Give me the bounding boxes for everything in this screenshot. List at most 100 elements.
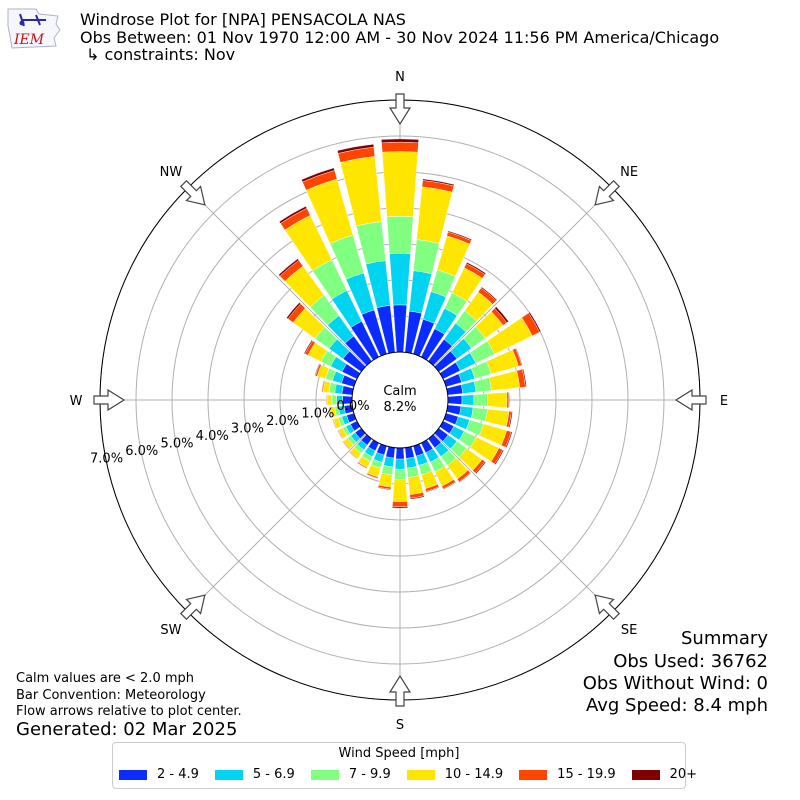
legend-label: 15 - 19.9: [557, 767, 616, 782]
bar-segment-130-5: [475, 461, 487, 475]
bar-segment-230-5: [342, 441, 350, 450]
calm-value: 8.2%: [383, 400, 416, 415]
grid-spoke: [187, 433, 367, 613]
arrow-nw: [179, 179, 206, 206]
arrow-se: [594, 594, 621, 621]
direction-label-n: N: [395, 70, 405, 85]
bar-segment-290-5: [314, 363, 320, 377]
bar-convention-note: Bar Convention: Meteorology: [16, 688, 206, 703]
bar-segment-180-5: [392, 506, 408, 509]
legend-item: 15 - 19.9: [519, 767, 616, 782]
legend-swatch: [214, 769, 243, 780]
generated-date: Generated: 02 Mar 2025: [16, 719, 238, 740]
bar-segment-90-3: [487, 392, 508, 408]
calm-label: Calm: [383, 384, 416, 399]
legend-label: 20+: [669, 767, 698, 782]
radial-tick-label: 2.0%: [266, 414, 299, 429]
summary-avg-speed: Avg Speed: 8.4 mph: [586, 695, 768, 716]
bar-segment-350-2: [356, 221, 386, 265]
legend-title: Wind Speed [mph]: [338, 746, 460, 761]
radial-tick-label: 6.0%: [125, 444, 158, 459]
legend-label: 10 - 14.9: [444, 767, 504, 782]
legend-swatch: [519, 769, 548, 780]
bar-segment-260-5: [328, 407, 331, 418]
bar-segment-340-5: [301, 167, 335, 183]
radial-tick-labels: 0.0%1.0%2.0%3.0%4.0%5.0%6.0%7.0%: [90, 399, 370, 466]
direction-label-se: SE: [621, 623, 637, 638]
bar-segment-10-5: [422, 178, 455, 187]
wind-bars: [278, 138, 542, 509]
bar-segment-40-5: [480, 286, 498, 301]
grid-spoke: [433, 187, 613, 367]
bar-segment-330-5: [278, 205, 308, 224]
direction-label-nw: NW: [160, 165, 183, 180]
legend-label: 5 - 6.9: [252, 767, 295, 782]
chart-constraints: ↳ constraints: Nov: [86, 45, 236, 64]
legend-item: 5 - 6.9: [214, 767, 295, 782]
bar-segment-310-5: [286, 302, 301, 320]
bar-segment-100-5: [508, 411, 513, 428]
bar-segment-150-5: [442, 481, 457, 490]
calm-circle: [351, 351, 449, 449]
flow-arrows-note: Flow arrows relative to plot center.: [16, 704, 242, 719]
bar-segment-170-3: [407, 475, 424, 495]
bar-segment-50-5: [494, 306, 509, 323]
bar-segment-300-5: [303, 339, 313, 355]
calm-center: Calm 8.2%: [351, 351, 449, 449]
summary-obs-without-wind: Obs Without Wind: 0: [582, 673, 768, 694]
bar-segment-90-2: [473, 393, 488, 407]
bar-segment-170-1: [405, 456, 417, 469]
calm-note: Calm values are < 2.0 mph: [16, 671, 195, 686]
arrow-e: [674, 388, 707, 412]
direction-label-ne: NE: [620, 165, 638, 180]
direction-labels: N NE E SE S SW W NW: [70, 70, 729, 733]
bar-segment-350-5: [337, 143, 375, 154]
bar-segment-170-0: [404, 446, 415, 459]
bar-segment-190-0: [385, 446, 396, 459]
bar-segment-80-3: [488, 370, 520, 391]
legend-swatch: [631, 769, 660, 780]
summary-obs-used: Obs Used: 36762: [613, 651, 768, 672]
bar-segment-0-5: [381, 138, 419, 143]
bar-segment-250-5: [332, 418, 337, 429]
bar-segment-180-4: [392, 501, 408, 507]
arrow-ne: [594, 179, 621, 206]
bar-segment-110-5: [505, 431, 513, 448]
bar-segment-180-1: [394, 458, 406, 470]
arrow-s: [388, 674, 412, 707]
direction-label-sw: SW: [160, 623, 181, 638]
bar-segment-180-3: [392, 478, 408, 502]
arrow-w: [93, 388, 126, 412]
direction-label-w: W: [70, 394, 83, 409]
legend-item: 20+: [631, 767, 698, 782]
legend: Wind Speed [mph] 2 - 4.9 5 - 6.9 7 - 9.9 10…: [112, 742, 697, 789]
radial-tick-label: 7.0%: [90, 451, 123, 466]
bar-segment-90-0: [447, 395, 463, 405]
bar-segment-10-2: [413, 239, 440, 275]
legend-label: 2 - 4.9: [157, 767, 199, 782]
bar-segment-30-5: [465, 261, 487, 275]
bar-segment-0-1: [389, 253, 411, 306]
bar-segment-220-5: [349, 451, 358, 460]
arrow-n: [388, 93, 412, 126]
bar-segment-80-2: [473, 377, 492, 393]
bar-segment-270-5: [325, 394, 327, 406]
legend-item: 2 - 4.9: [119, 767, 199, 782]
bar-segment-240-5: [337, 429, 343, 440]
bar-segment-100-0: [446, 404, 462, 416]
chart-subtitle-obs: Obs Between: 01 Nov 1970 12:00 AM - 30 N…: [80, 28, 720, 47]
arrow-sw: [179, 594, 206, 621]
bar-segment-180-0: [395, 447, 405, 460]
legend-label: 7 - 9.9: [348, 767, 391, 782]
bar-segment-190-5: [377, 486, 391, 491]
grid-spoke: [187, 187, 367, 367]
bar-segment-100-2: [471, 407, 488, 422]
bar-segment-160-5: [425, 486, 440, 493]
legend-items: 2 - 4.9 5 - 6.9 7 - 9.9 10 - 14.9 15 - 19.9 2…: [119, 767, 713, 782]
bar-segment-200-5: [366, 474, 378, 479]
bar-segment-100-1: [459, 406, 474, 419]
radial-tick-label: 4.0%: [196, 429, 229, 444]
bar-segment-90-1: [461, 394, 475, 406]
bar-segment-0-2: [386, 216, 414, 254]
